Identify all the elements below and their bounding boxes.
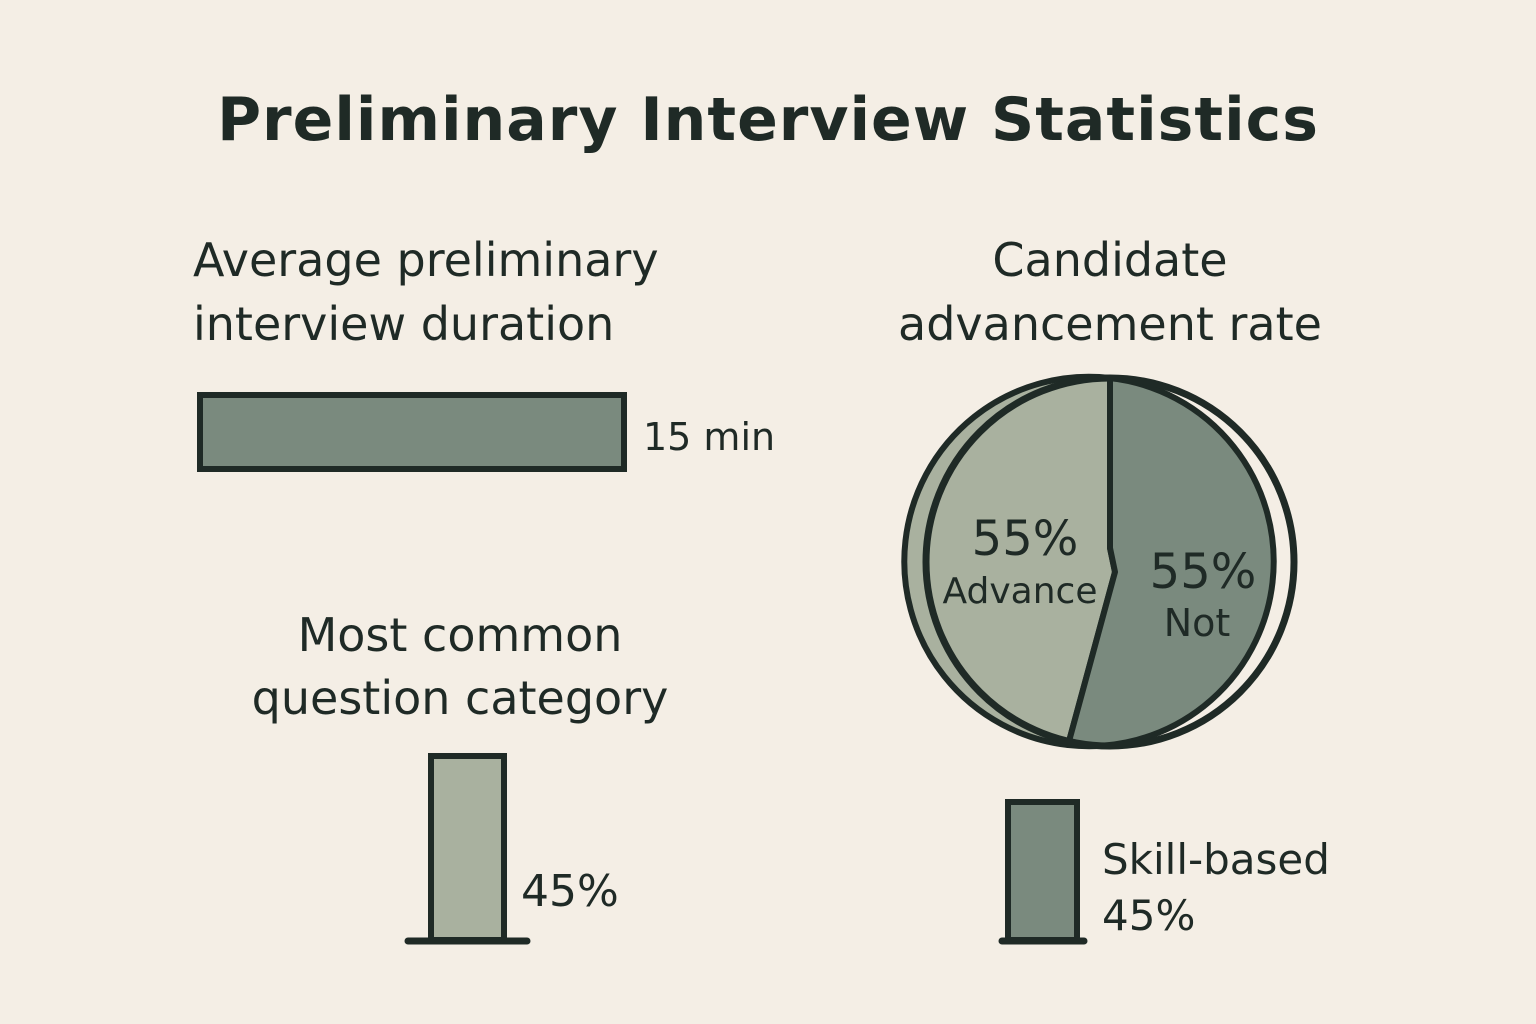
duration-value-label: 15 min (643, 415, 775, 459)
pie-outline (922, 374, 1298, 750)
skill-based-bar (1005, 799, 1080, 943)
skill-based-category-label: Skill-based (1102, 835, 1330, 884)
pie-not-value-label: 55% (1150, 544, 1257, 600)
question-chart-title-line-1: Most common (297, 608, 623, 662)
duration-chart-title-line-1: Average preliminary (193, 233, 659, 287)
duration-chart-title-line-2: interview duration (193, 297, 615, 351)
advancement-chart-title-line-1: Candidate (992, 233, 1228, 287)
question-chart-title-line-2: question category (251, 671, 669, 725)
page-title: Preliminary Interview Statistics (217, 85, 1319, 155)
advancement-chart-title-line-2: advancement rate (898, 297, 1322, 351)
pie-advance-label: Advance (943, 571, 1098, 612)
question-value-label: 45% (521, 866, 619, 917)
question-category-bar (428, 753, 507, 943)
pie-slice-advance (901, 373, 1118, 748)
advancement-pie (901, 373, 1298, 750)
pie-advance-value-label: 55% (972, 511, 1079, 567)
pie-not-label: Not (1164, 601, 1231, 645)
skill-based-value-label: 45% (1102, 891, 1195, 940)
duration-bar (197, 392, 627, 472)
